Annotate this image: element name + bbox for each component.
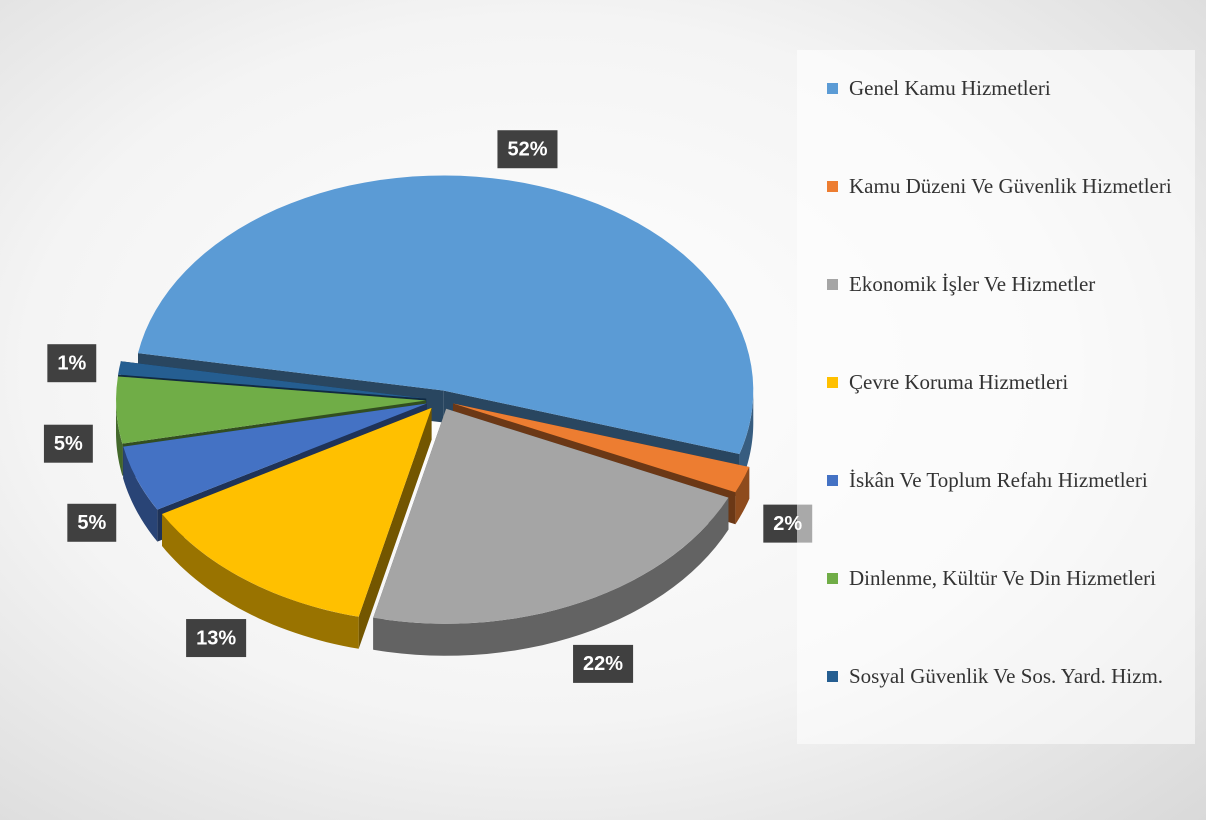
- slice-side: [123, 446, 158, 542]
- data-label: 5%: [54, 433, 83, 455]
- legend-swatch: [827, 573, 838, 584]
- slice: [453, 403, 750, 493]
- legend-item: Kamu Düzeni Ve Güvenlik Hizmetleri: [827, 172, 1179, 200]
- slice: [373, 408, 729, 624]
- legend-label: Çevre Koruma Hizmetleri: [849, 370, 1069, 394]
- slice: [162, 407, 432, 617]
- slice: [116, 376, 427, 444]
- legend-item: Ekonomik İşler Ve Hizmetler: [827, 270, 1179, 298]
- slice-side: [739, 390, 754, 487]
- legend-swatch: [827, 671, 838, 682]
- label-box: [67, 503, 117, 542]
- slice: [138, 175, 754, 455]
- label-box: [497, 130, 558, 169]
- legend-label: Genel Kamu Hizmetleri: [849, 76, 1051, 100]
- legend-item: İskân Ve Toplum Refahı Hizmetleri: [827, 466, 1179, 494]
- legend: Genel Kamu Hizmetleri Kamu Düzeni Ve Güve…: [797, 50, 1195, 744]
- legend-swatch: [827, 83, 838, 94]
- data-label: 2%: [773, 513, 802, 535]
- slice-side: [373, 497, 729, 656]
- slice-side: [116, 400, 123, 476]
- legend-item: Çevre Koruma Hizmetleri: [827, 368, 1179, 396]
- label-box: [573, 644, 634, 683]
- data-label: 5%: [77, 512, 106, 534]
- slice-side: [162, 514, 359, 649]
- data-label: 52%: [507, 139, 547, 161]
- slice-side: [358, 407, 432, 649]
- data-label: 13%: [196, 627, 236, 649]
- legend-swatch: [827, 475, 838, 486]
- data-label: 22%: [583, 653, 623, 675]
- legend-label: İskân Ve Toplum Refahı Hizmetleri: [849, 468, 1148, 492]
- legend-swatch: [827, 279, 838, 290]
- legend-label: Sosyal Güvenlik Ve Sos. Yard. Hizm.: [849, 664, 1164, 688]
- legend-swatch: [827, 181, 838, 192]
- legend-item: Dinlenme, Kültür Ve Din Hizmetleri: [827, 564, 1179, 592]
- data-label: 1%: [57, 352, 86, 374]
- legend-item: Genel Kamu Hizmetleri: [827, 74, 1179, 102]
- legend-label: Kamu Düzeni Ve Güvenlik Hizmetleri: [849, 174, 1172, 198]
- label-box: [186, 619, 247, 658]
- legend-item: Sosyal Güvenlik Ve Sos. Yard. Hizm.: [827, 662, 1179, 690]
- legend-label: Ekonomik İşler Ve Hizmetler: [849, 272, 1096, 296]
- legend-label: Dinlenme, Kültür Ve Din Hizmetleri: [849, 566, 1156, 590]
- slice: [118, 361, 427, 399]
- label-box: [43, 424, 93, 463]
- label-box: [47, 344, 97, 383]
- slice-side: [735, 467, 750, 525]
- slice: [123, 403, 427, 510]
- legend-swatch: [827, 377, 838, 388]
